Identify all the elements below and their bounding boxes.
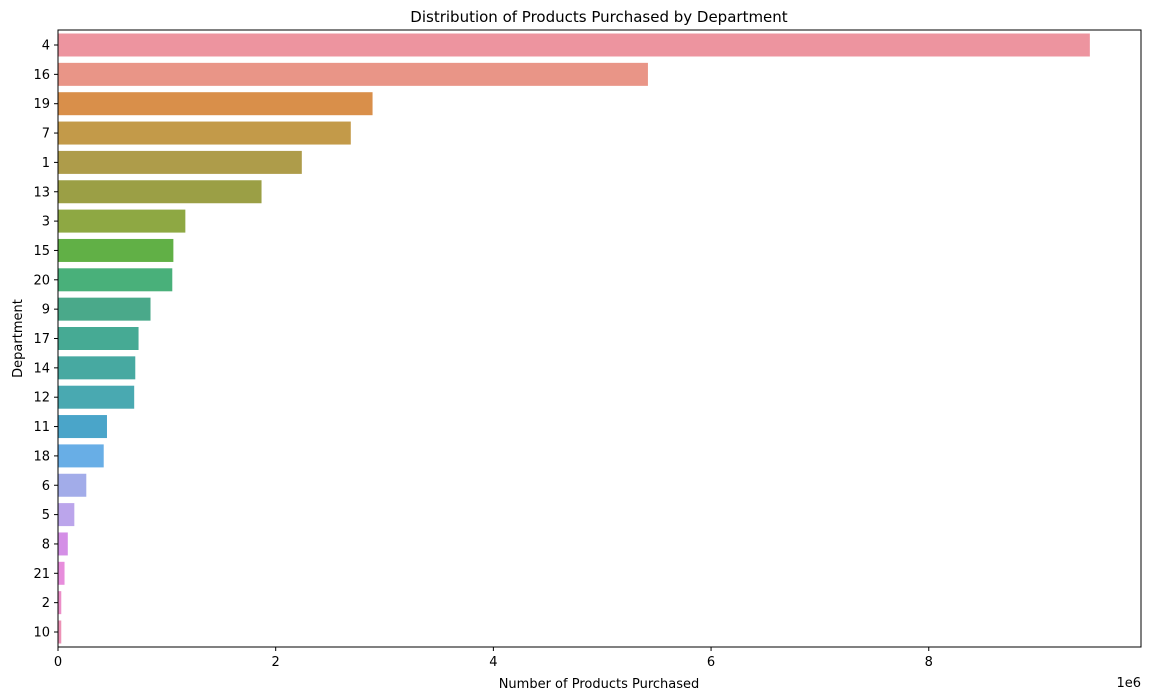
y-tick-label: 21 (33, 567, 50, 582)
bar-dept-2 (58, 591, 62, 615)
y-axis-ticks: 4 16 19 7 1 13 3 15 20 9 17 14 12 11 18 6 5 8 21 2 10 (33, 39, 58, 641)
bar-dept-3 (58, 209, 186, 233)
bar-dept-5 (58, 503, 75, 527)
bar-dept-14 (58, 356, 136, 380)
y-tick-label: 13 (33, 185, 50, 200)
bar-dept-8 (58, 532, 68, 556)
y-tick-label: 6 (42, 479, 50, 494)
x-axis-ticks: 0 2 4 6 8 (54, 647, 933, 670)
y-axis-label: Department (11, 299, 26, 378)
x-tick-label: 2 (272, 655, 280, 670)
x-tick-label: 8 (925, 655, 933, 670)
y-tick-label: 20 (33, 273, 50, 288)
bar-dept-18 (58, 444, 104, 468)
bar-dept-13 (58, 180, 262, 204)
x-tick-label: 0 (54, 655, 62, 670)
bar-dept-21 (58, 561, 65, 585)
y-tick-label: 8 (42, 537, 50, 552)
y-tick-label: 10 (33, 626, 50, 641)
y-tick-label: 3 (42, 215, 50, 230)
y-tick-label: 17 (33, 332, 50, 347)
y-tick-label: 11 (33, 420, 50, 435)
bar-dept-16 (58, 62, 648, 86)
x-axis-label: Number of Products Purchased (499, 677, 700, 692)
bar-dept-10 (58, 620, 62, 644)
bar-dept-1 (58, 150, 302, 174)
bar-dept-17 (58, 327, 139, 350)
x-tick-label: 4 (489, 655, 497, 670)
y-tick-label: 19 (33, 97, 50, 112)
chart-title: Distribution of Products Purchased by De… (410, 8, 787, 26)
y-tick-label: 1 (42, 156, 50, 171)
x-tick-label: 6 (707, 655, 715, 670)
bar-dept-12 (58, 385, 135, 409)
y-tick-label: 7 (42, 127, 50, 142)
bar-dept-7 (58, 121, 351, 145)
bar-dept-9 (58, 297, 151, 321)
y-tick-label: 14 (33, 361, 50, 376)
y-tick-label: 12 (33, 391, 50, 406)
bar-dept-20 (58, 268, 173, 292)
y-tick-label: 15 (33, 244, 50, 259)
y-tick-label: 18 (33, 449, 50, 464)
y-tick-label: 2 (42, 596, 50, 611)
plot-frame (57, 29, 1142, 648)
bars-group (58, 33, 1090, 644)
x-axis-offset-label: 1e6 (1116, 676, 1141, 691)
bar-dept-11 (58, 415, 107, 439)
y-tick-label: 16 (33, 68, 50, 83)
y-tick-label: 5 (42, 508, 50, 523)
y-tick-label: 4 (42, 39, 50, 54)
bar-dept-6 (58, 473, 87, 497)
y-tick-label: 9 (42, 303, 50, 318)
bar-dept-15 (58, 238, 174, 262)
bar-dept-19 (58, 92, 373, 116)
bar-dept-4 (58, 33, 1090, 57)
